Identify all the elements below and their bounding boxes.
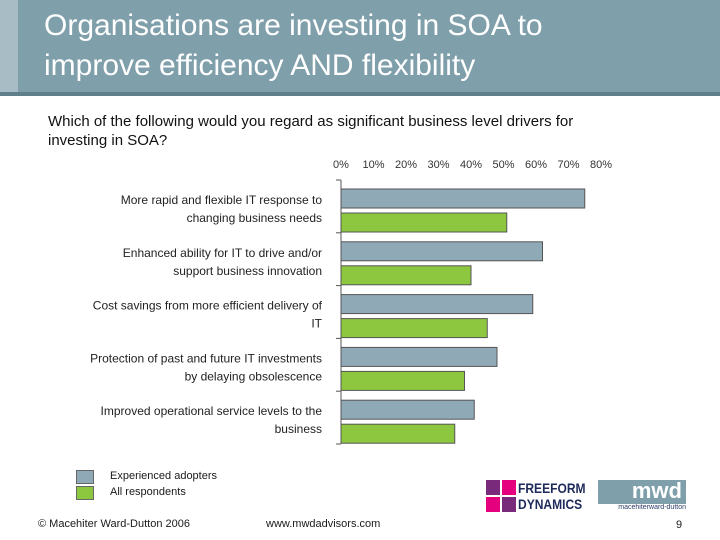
slide-title: Organisations are investing in SOA to im… — [44, 6, 704, 86]
category-label: changing business needs — [187, 211, 322, 225]
x-tick-label: 80% — [590, 159, 612, 171]
mwd-logo: mwd macehiterward-dutton — [598, 478, 686, 512]
bar-experienced-adopters — [340, 346, 498, 367]
bar-all-respondents — [340, 370, 465, 391]
freeform-word: FREEFORM — [518, 480, 586, 496]
survey-question: Which of the following would you regard … — [48, 112, 668, 150]
logo-square-purple-2 — [502, 497, 516, 512]
category-label: business — [275, 422, 322, 436]
legend-label-experienced: Experienced adopters — [110, 470, 218, 482]
legend-label-all: All respondents — [110, 486, 186, 498]
survey-question-line-2: investing in SOA? — [48, 132, 168, 149]
logo-square-pink-2 — [486, 497, 500, 512]
copyright-notice: © Macehiter Ward-Dutton 2006 — [38, 518, 190, 530]
freeform-dynamics-logo: FREEFORM DYNAMICS — [486, 480, 594, 512]
category-label: Protection of past and future IT investm… — [90, 351, 322, 365]
freeform-dynamics-wordmark: FREEFORM DYNAMICS — [518, 480, 586, 512]
freeform-dynamics-logo-icon — [486, 480, 516, 512]
category-label: Enhanced ability for IT to drive and/or — [123, 246, 322, 260]
x-tick-label: 0% — [333, 159, 349, 171]
bar-experienced-adopters — [340, 188, 586, 209]
category-label: support business innovation — [173, 264, 322, 278]
survey-question-line-1: Which of the following would you regard … — [48, 113, 574, 130]
website-url: www.mwdadvisors.com — [266, 518, 381, 530]
bar-chart: 0% 10% 20% 30% 40% 50% 60% 70% 80% More rapid and… — [90, 159, 612, 445]
category-label: More rapid and flexible IT response to — [121, 193, 323, 207]
category-label: IT — [311, 317, 322, 331]
x-tick-label: 50% — [492, 159, 514, 171]
category-label: Cost savings from more efficient deliver… — [93, 299, 323, 313]
bar-experienced-adopters — [340, 294, 534, 315]
category-label: by delaying obsolescence — [185, 369, 323, 383]
dynamics-word: DYNAMICS — [518, 496, 583, 512]
x-tick-label: 10% — [362, 159, 384, 171]
bar-experienced-adopters — [340, 399, 475, 420]
bar-all-respondents — [340, 265, 472, 286]
slide-title-line-1: Organisations are investing in SOA to — [44, 9, 543, 42]
mwd-subtitle: macehiterward-dutton — [598, 504, 686, 512]
bar-experienced-adopters — [340, 241, 543, 262]
logo-square-pink — [502, 480, 516, 495]
x-tick-label: 40% — [460, 159, 482, 171]
banner-accent-strip — [0, 0, 18, 96]
x-tick-label: 30% — [427, 159, 449, 171]
mwd-wordmark: mwd — [631, 478, 682, 503]
slide-title-line-2: improve efficiency AND flexibility — [44, 49, 476, 82]
title-banner — [0, 0, 720, 96]
x-tick-label: 20% — [395, 159, 417, 171]
category-label: Improved operational service levels to t… — [101, 404, 323, 418]
bar-all-respondents — [340, 423, 456, 444]
page-number: 9 — [676, 519, 683, 531]
legend-swatch-experienced — [76, 470, 94, 484]
bar-all-respondents — [340, 212, 508, 233]
bar-all-respondents — [340, 318, 488, 339]
banner-bottom-rule — [0, 92, 720, 96]
x-tick-label: 70% — [557, 159, 579, 171]
logo-square-purple — [486, 480, 500, 495]
legend-swatch-all — [76, 486, 94, 500]
x-tick-label: 60% — [525, 159, 547, 171]
